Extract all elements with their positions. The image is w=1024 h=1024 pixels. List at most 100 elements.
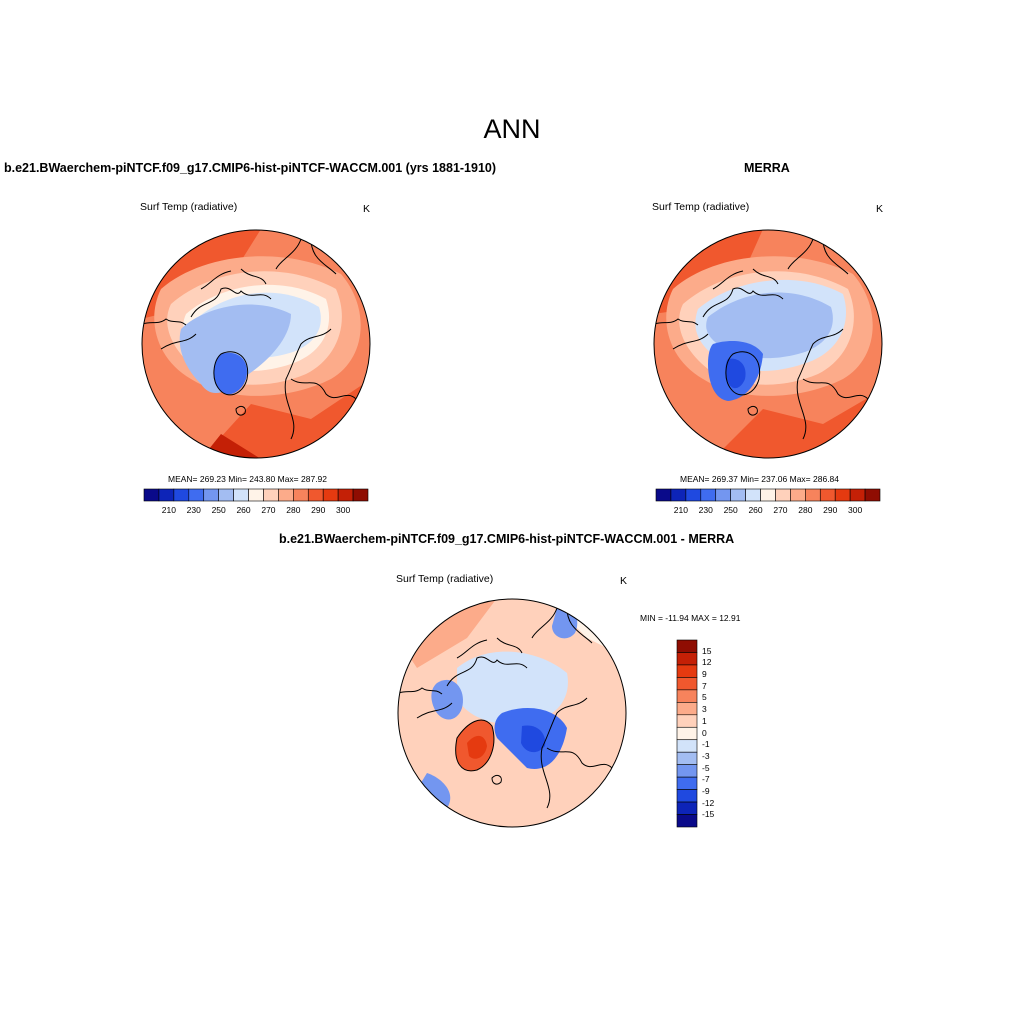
model-colorbar-box-13 — [337, 488, 354, 502]
diff-panel-title: b.e21.BWaerchem-piNTCF.f09_g17.CMIP6-his… — [279, 532, 735, 546]
model-colorbar-tick-label: 290 — [311, 505, 326, 515]
diff-neutral-arctic — [457, 651, 568, 725]
model-colorbar-tick-label: 230 — [186, 505, 201, 515]
diff-colorbar-box-7 — [676, 726, 698, 741]
model-colorbar-box-5 — [218, 488, 234, 502]
obs-colorbar-box-11 — [819, 488, 836, 502]
obs-colorbar-box-3 — [700, 488, 717, 502]
obs-stats: MEAN= 269.37 Min= 237.06 Max= 286.84 — [680, 474, 840, 484]
obs-polar-map — [653, 229, 883, 459]
diff-colorbar-tick-label: -3 — [702, 750, 710, 761]
model-cold-region — [179, 304, 291, 394]
obs-colorbar-box-12 — [834, 488, 851, 502]
diff-variable-label: Surf Temp (radiative) — [396, 573, 494, 585]
obs-colorbar-box-4 — [715, 488, 731, 502]
obs-colorbar-tick-label: 280 — [798, 505, 813, 515]
diff-colorbar-tick-label: 0 — [702, 727, 707, 738]
diff-units-label: K — [620, 575, 628, 587]
model-variable-label: Surf Temp (radiative) — [140, 201, 238, 213]
obs-colorbar — [655, 488, 881, 502]
diff-colorbar-labels: 15 12 9 7 5 3 1 0 -1 -3 -5 -7 -9 -12 -15 — [702, 640, 742, 827]
model-colorbar-tick-label: 270 — [261, 505, 276, 515]
diff-colorbar-box-8 — [676, 739, 698, 753]
model-polar-map — [141, 229, 371, 459]
diff-colorbar-tick-label: 5 — [702, 692, 707, 703]
model-colorbar-tick-label: 300 — [336, 505, 351, 515]
model-colorbar-tick-label: 280 — [286, 505, 301, 515]
diff-polar-map — [397, 598, 627, 828]
obs-variable-label: Surf Temp (radiative) — [652, 201, 750, 213]
obs-colorbar-tick-label: 210 — [673, 505, 688, 515]
obs-colorbar-box-14 — [864, 488, 881, 502]
diff-colorbar-tick-label: 12 — [702, 657, 712, 668]
model-panel-title: b.e21.BWaerchem-piNTCF.f09_g17.CMIP6-his… — [4, 161, 497, 175]
obs-colorbar-box-0 — [655, 488, 672, 502]
obs-colorbar-tick-label: 300 — [848, 505, 863, 515]
diff-colorbar-box-4 — [676, 689, 698, 703]
obs-colorbar-box-10 — [805, 488, 821, 502]
obs-colorbar-box-13 — [849, 488, 866, 502]
obs-colorbar-box-5 — [730, 488, 746, 502]
diff-colorbar-box-5 — [676, 702, 698, 716]
obs-colorbar-tick-label: 260 — [748, 505, 763, 515]
diff-stats: MIN = -11.94 MAX = 12.91 — [640, 613, 741, 623]
diff-colorbar-tick-label: 3 — [702, 704, 707, 715]
diff-warm-patch-nw — [398, 599, 497, 668]
diff-colorbar-box-11 — [676, 776, 698, 790]
diff-colorbar-box-6 — [676, 714, 698, 728]
obs-colorbar-tick-label: 230 — [698, 505, 713, 515]
model-colorbar-tick-label: 260 — [236, 505, 251, 515]
diff-colorbar-tick-label: 7 — [702, 680, 707, 691]
diff-colorbar-tick-label: 1 — [702, 715, 707, 726]
model-colorbar-box-4 — [203, 488, 219, 502]
diff-map-border — [397, 598, 627, 828]
model-colorbar-box-9 — [278, 488, 294, 502]
diff-cold-core-europe — [521, 725, 546, 753]
diff-colorbar-box-9 — [676, 751, 698, 765]
model-colorbar-box-11 — [307, 488, 324, 502]
obs-greenland-core — [725, 358, 746, 389]
model-colorbar — [143, 488, 369, 502]
model-map-border — [141, 229, 371, 459]
diff-colorbar-tick-label: 15 — [702, 645, 712, 656]
obs-colorbar-labels: 210 230 250 260 270 280 290 300 — [656, 505, 880, 517]
obs-colorbar-box-6 — [745, 488, 761, 502]
model-colorbar-box-2 — [173, 488, 190, 502]
model-colorbar-labels: 210 230 250 260 270 280 290 300 — [144, 505, 368, 517]
model-colorbar-tick-label: 250 — [211, 505, 226, 515]
obs-colorbar-tick-label: 270 — [773, 505, 788, 515]
obs-coastlines — [654, 233, 869, 440]
diff-colorbar-tick-label: -15 — [702, 809, 715, 820]
obs-colorbar-tick-label: 250 — [723, 505, 738, 515]
model-colorbar-box-12 — [322, 488, 339, 502]
diff-colorbar-box-10 — [676, 764, 698, 778]
diff-colorbar-box-13 — [676, 801, 698, 815]
obs-colorbar-box-1 — [670, 488, 687, 502]
diff-colorbar-tick-label: -1 — [702, 739, 710, 750]
diff-colorbar-tick-label: -5 — [702, 762, 710, 773]
obs-colorbar-tick-label: 290 — [823, 505, 838, 515]
diff-coastlines — [398, 602, 613, 809]
obs-colorbar-box-2 — [685, 488, 702, 502]
diff-cold-patch-sw — [419, 773, 451, 809]
diff-colorbar-tick-label: -7 — [702, 774, 710, 785]
page-title: ANN — [483, 114, 541, 144]
obs-colorbar-box-7 — [760, 488, 776, 502]
model-colorbar-box-3 — [188, 488, 205, 502]
diff-colorbar-box-14 — [676, 814, 698, 828]
obs-units-label: K — [876, 203, 884, 215]
model-units-label: K — [363, 203, 371, 215]
model-coastlines — [142, 233, 357, 440]
model-colorbar-box-8 — [263, 488, 279, 502]
diff-warm-core-greenland — [467, 735, 487, 759]
model-colorbar-box-10 — [293, 488, 309, 502]
diff-colorbar — [676, 639, 698, 828]
diff-colorbar-box-2 — [676, 664, 698, 678]
diff-colorbar-box-0 — [676, 639, 698, 653]
obs-panel-title: MERRA — [744, 161, 790, 175]
diff-colorbar-tick-label: -12 — [702, 797, 715, 808]
obs-colorbar-box-8 — [775, 488, 791, 502]
diff-colorbar-tick-label: 9 — [702, 669, 707, 680]
model-colorbar-box-6 — [233, 488, 249, 502]
diff-colorbar-tick-label: -9 — [702, 785, 710, 796]
